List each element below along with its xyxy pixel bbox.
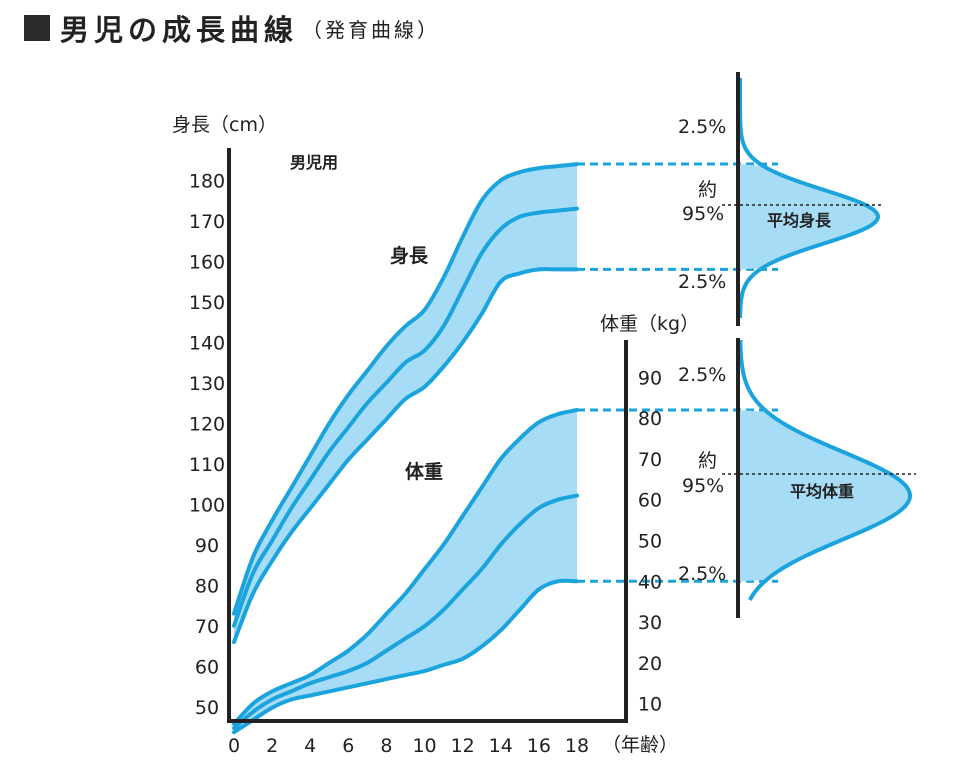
height-center-value: 95% <box>682 203 724 225</box>
x-tick-label: 4 <box>304 735 316 757</box>
weight-center-value: 95% <box>682 475 724 497</box>
weight-band-fill <box>234 410 577 733</box>
height-distribution-curve <box>738 78 881 318</box>
x-axis-label: （年齢） <box>602 734 678 756</box>
title-main: 男児の成長曲線 <box>60 13 299 47</box>
height-lower-curve <box>232 267 579 644</box>
title-sub: （発育曲線） <box>302 17 441 42</box>
height-distribution-fill <box>740 164 878 270</box>
group-label: 男児用 <box>290 153 338 172</box>
right-tick-label: 20 <box>638 653 662 675</box>
page-title: 男児の成長曲線 （発育曲線） <box>24 6 440 50</box>
left-tick-label: 140 <box>189 332 225 354</box>
x-tick-label: 0 <box>228 735 240 757</box>
right-tick-label: 50 <box>638 531 662 553</box>
weight-center-prefix: 約 <box>698 450 717 472</box>
height-upper-curve <box>232 162 579 616</box>
x-tick-label: 2 <box>266 735 278 757</box>
right-tick-label: 90 <box>638 367 662 389</box>
left-tick-label: 150 <box>189 292 225 314</box>
left-tick-label: 170 <box>189 211 225 233</box>
x-tick-label: 18 <box>565 735 589 757</box>
height-median-curve <box>232 206 579 628</box>
right-tick-label: 30 <box>638 612 662 634</box>
weight-upper-tail-label: 2.5% <box>678 364 726 386</box>
weight-distribution-fill <box>740 410 910 582</box>
left-tick-label: 120 <box>189 413 225 435</box>
weight-median-curve <box>232 493 579 731</box>
left-tick-label: 100 <box>189 494 225 516</box>
right-tick-label: 80 <box>638 408 662 430</box>
right-tick-label: 10 <box>638 694 662 716</box>
right-tick-label: 40 <box>638 571 662 593</box>
left-tick-label: 60 <box>195 656 219 678</box>
height-mean-label: 平均身長 <box>767 211 832 230</box>
left-tick-label: 180 <box>189 170 225 192</box>
left-tick-label: 130 <box>189 373 225 395</box>
left-tick-label: 70 <box>195 616 219 638</box>
weight-series-label: 体重 <box>405 460 443 483</box>
weight-mean-label: 平均体重 <box>790 482 854 501</box>
height-upper-tail-label: 2.5% <box>678 116 726 138</box>
x-tick-label: 10 <box>412 735 436 757</box>
weight-lower-tail-label: 2.5% <box>678 563 726 585</box>
x-tick-label: 6 <box>342 735 354 757</box>
title-square-icon <box>24 15 50 41</box>
weight-distribution-curve <box>738 339 913 601</box>
height-lower-tail-label: 2.5% <box>678 271 726 293</box>
x-tick-label: 14 <box>489 735 513 757</box>
height-band-fill <box>234 164 577 642</box>
x-tick-label: 16 <box>527 735 551 757</box>
height-center-prefix: 約 <box>698 179 717 201</box>
left-tick-label: 80 <box>195 575 219 597</box>
left-tick-label: 90 <box>195 535 219 557</box>
left-axis-label: 身長（cm） <box>172 114 277 136</box>
x-tick-label: 12 <box>451 735 475 757</box>
left-tick-label: 110 <box>189 454 225 476</box>
weight-lower-curve <box>232 578 579 735</box>
left-tick-label: 50 <box>195 697 219 719</box>
x-tick-label: 8 <box>380 735 392 757</box>
right-axis-label: 体重（kg） <box>600 313 699 335</box>
height-series-label: 身長 <box>390 244 429 267</box>
right-tick-label: 60 <box>638 490 662 512</box>
left-tick-label: 160 <box>189 251 225 273</box>
weight-upper-curve <box>232 408 579 726</box>
right-tick-label: 70 <box>638 449 662 471</box>
